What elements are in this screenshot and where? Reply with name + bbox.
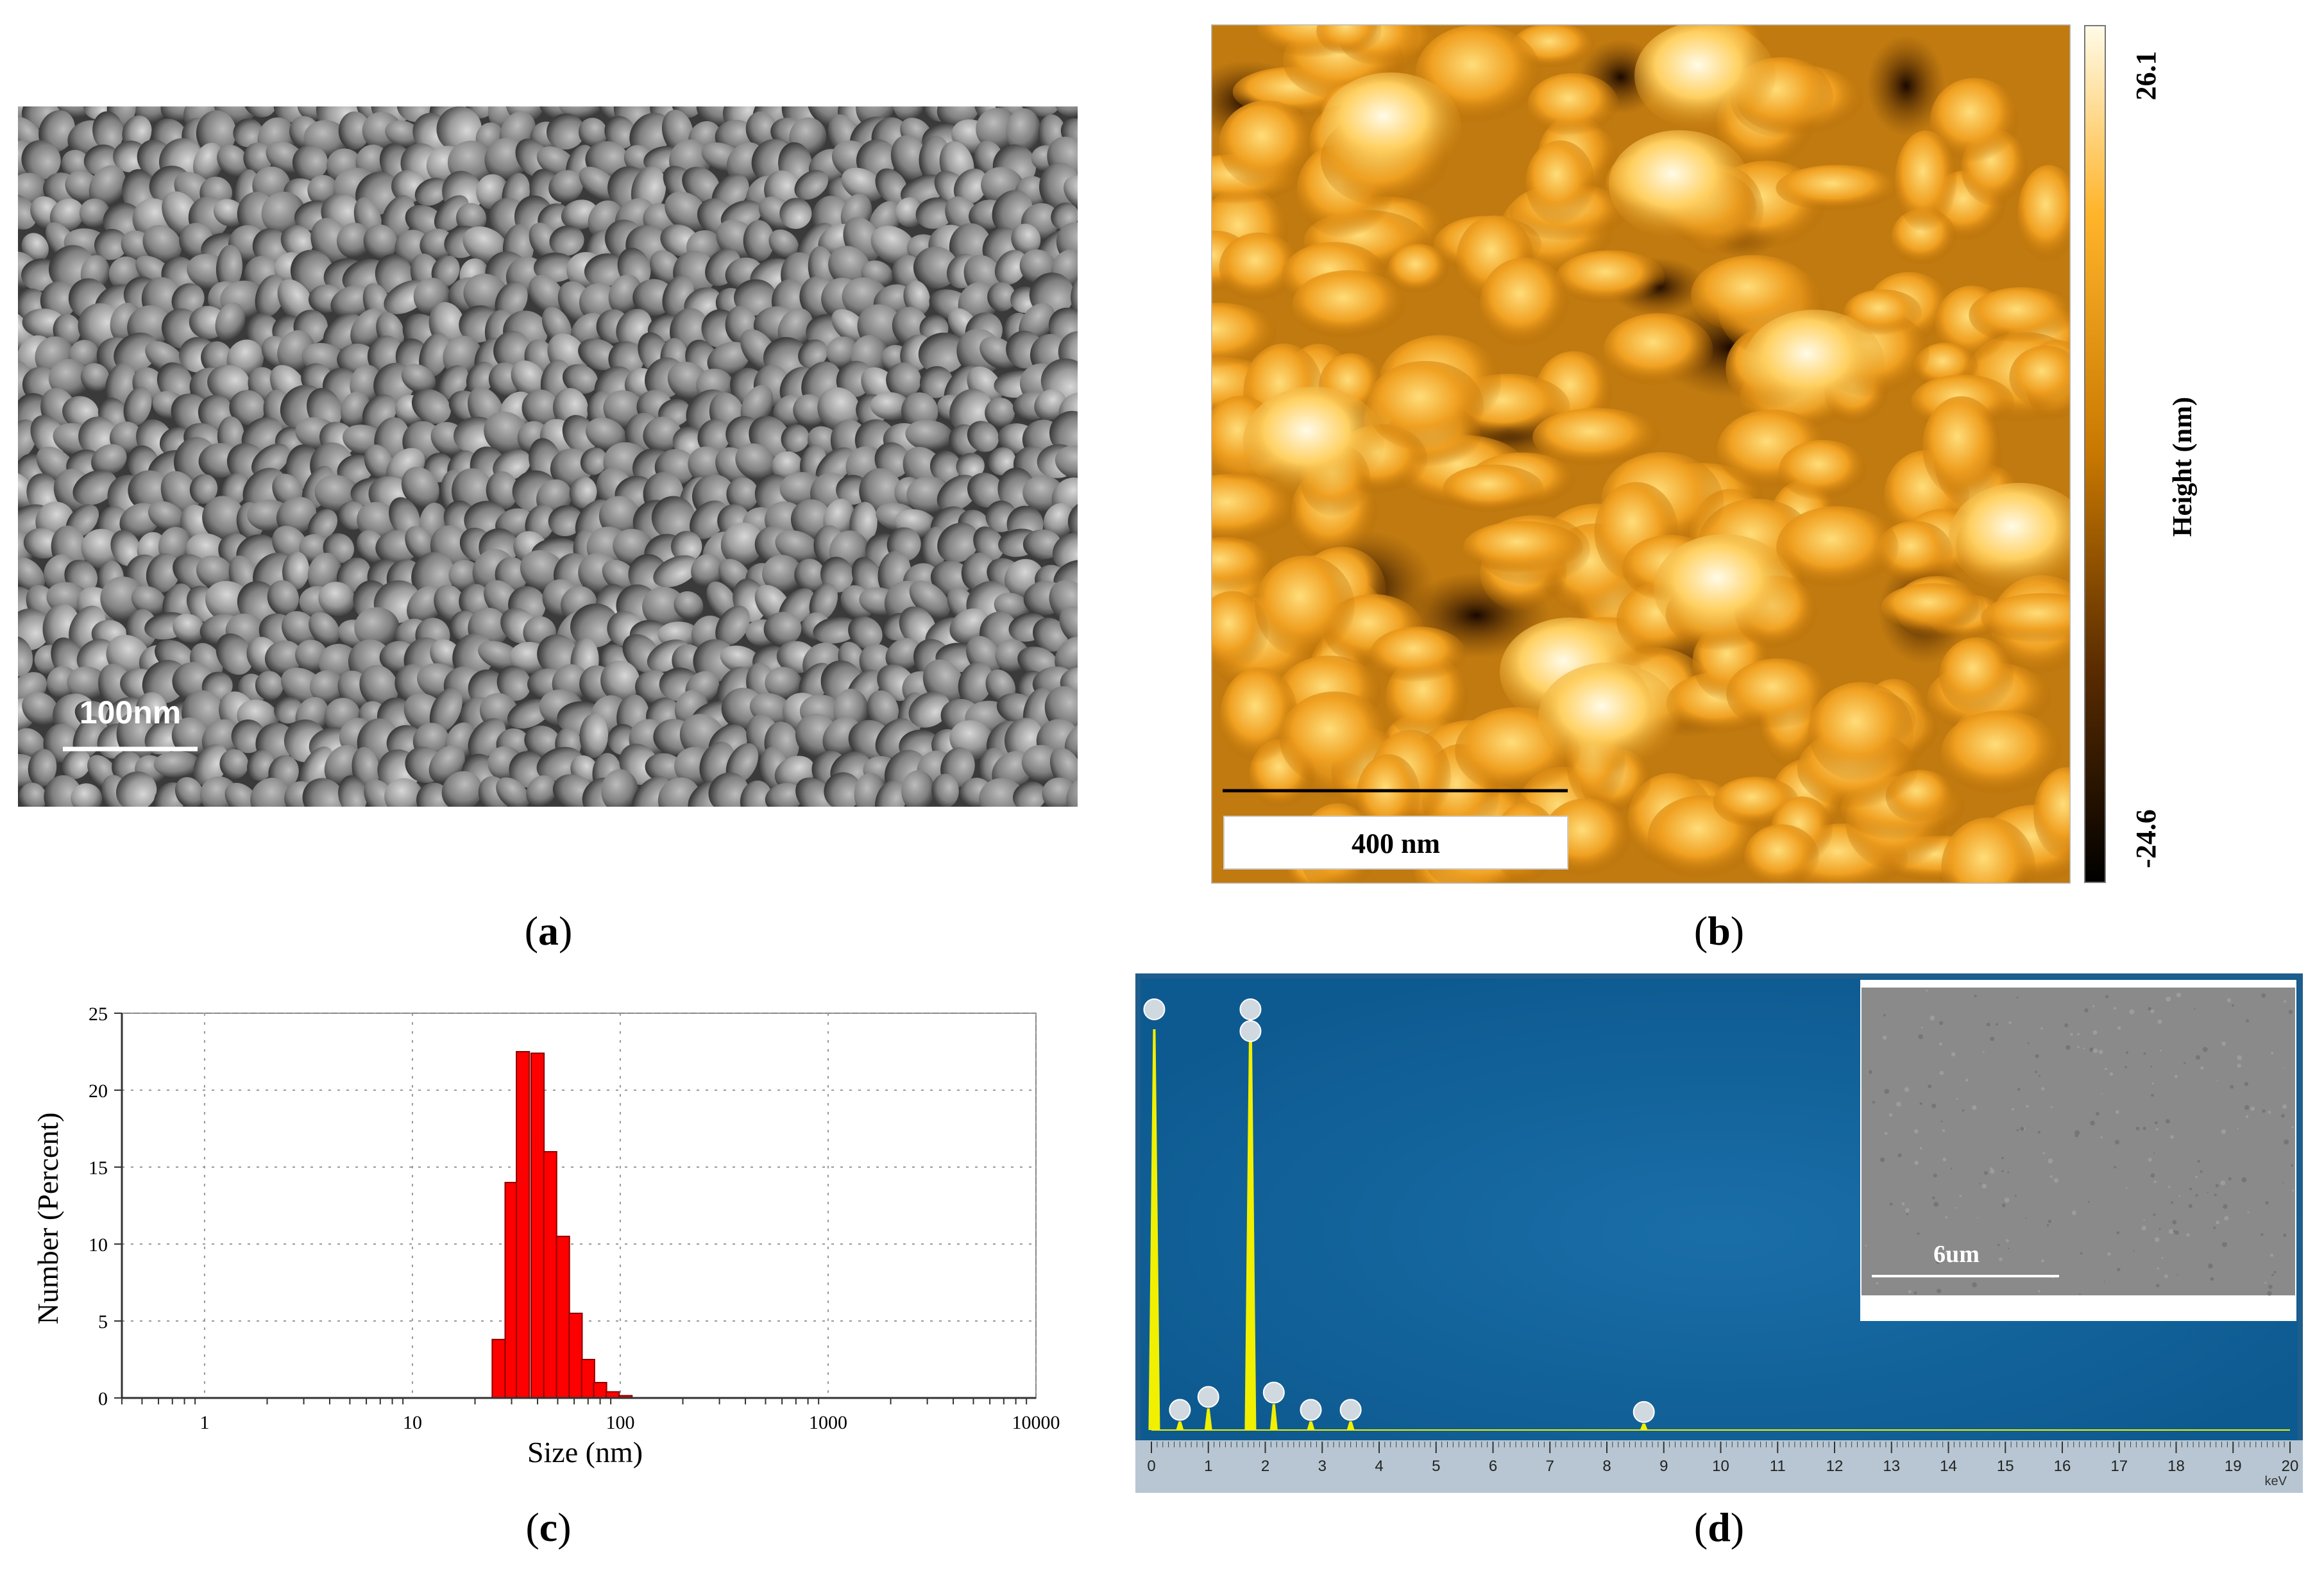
peak-marker [1239,1020,1262,1042]
histogram-bar [581,1359,595,1399]
energy-tick-label: 10 [1712,1458,1729,1475]
spectrum-peaks [1143,998,2290,1431]
panel-d-edx-spectrum: 0 1 2 3 4 5 6 7 8 9 10 11 12 13 14 15 16 17 18 19 20 keV 6um [1135,973,2303,1493]
histogram-bar [543,1151,557,1399]
energy-tick-label: 20 [2282,1458,2299,1475]
energy-tick-label: 1 [1204,1458,1212,1475]
energy-tick-label: 18 [2167,1458,2185,1475]
peak-marker [1143,998,1166,1020]
energy-tick-label: 9 [1659,1458,1668,1475]
peak-marker [1239,998,1262,1020]
histogram-bar [516,1051,530,1399]
peak-marker [1262,1381,1285,1404]
y-tick-label: 15 [89,1157,108,1179]
energy-tick-label: 4 [1375,1458,1383,1475]
x-axis-label: Size (nm) [527,1436,643,1468]
caption-a: (a) [524,908,573,954]
peak-marker [1169,1399,1191,1421]
energy-tick-label: 2 [1261,1458,1269,1475]
histogram-bar [530,1052,545,1399]
afm-colorbar: 26.1 -24.6 Height (nm) [2083,24,2314,884]
energy-tick-label: 7 [1546,1458,1554,1475]
spectrum-peak [1640,1423,1648,1430]
spectrum-peak [1244,1007,1257,1430]
sem-grains [0,78,1107,823]
energy-tick-label: 19 [2225,1458,2242,1475]
edx-spectrum: 0 1 2 3 4 5 6 7 8 9 10 11 12 13 14 15 16 17 18 19 20 keV 6um [1135,973,2303,1493]
x-tick-label: 1000 [809,1412,847,1433]
energy-tick-label: 3 [1318,1458,1327,1475]
spectrum-peak [1269,1404,1278,1430]
colorbar-gradient [2084,25,2106,883]
energy-axis: 0 1 2 3 4 5 6 7 8 9 10 11 12 13 14 15 16 17 18 19 20 [1147,1442,2298,1475]
energy-tick-label: 5 [1432,1458,1440,1475]
energy-tick-label: 16 [2054,1458,2071,1475]
energy-tick-label: 0 [1147,1458,1155,1475]
afm-topography: 400 nm [1152,0,2106,919]
axis-strip [1135,1440,2303,1493]
y-tick-label: 20 [89,1081,108,1102]
panel-b-afm-image: 400 nm [1152,0,2106,919]
afm-scale-box [1223,816,1568,870]
inset-scale-label: 6um [1933,1241,1980,1268]
colorbar-title: Height (nm) [2168,397,2198,537]
x-tick-label: 10000 [1012,1412,1060,1433]
size-histogram: 1 10 100 1000 10000 0 5 10 15 20 25 Size (nm) Numb… [31,1004,1060,1468]
histogram-bar [593,1382,607,1399]
peak-marker [1300,1399,1322,1421]
y-tick-label: 0 [98,1388,108,1409]
peak-marker [1339,1399,1362,1421]
y-tick-label: 25 [89,1004,108,1025]
bars [491,1051,633,1399]
energy-tick-label: 6 [1489,1458,1497,1475]
energy-tick-label: 17 [2110,1458,2128,1475]
energy-tick-label: 15 [1997,1458,2014,1475]
panel-a-sem-image: 100nm [0,78,1107,823]
afm-scale-label: 400 nm [1352,828,1440,859]
x-tick-label: 10 [403,1412,422,1433]
energy-tick-label: 13 [1883,1458,1900,1475]
peak-marker [1633,1401,1655,1423]
y-tick-label: 10 [89,1234,108,1256]
colorbar-max-label: 26.1 [2130,51,2162,101]
energy-tick-label: 8 [1602,1458,1611,1475]
axis-unit: keV [2265,1474,2287,1488]
spectrum-peak [1148,1029,1160,1430]
y-axis-label: Number (Percent) [31,1113,64,1325]
caption-b: (b) [1693,908,1745,954]
histogram-bar [491,1338,506,1399]
energy-tick-label: 11 [1770,1458,1786,1475]
colorbar-min-label: -24.6 [2130,809,2162,868]
energy-tick-label: 14 [1940,1458,1957,1475]
y-tick-label: 5 [98,1311,108,1333]
sem-micrograph: 100nm [0,78,1107,823]
panel-c-size-distribution: 1 10 100 1000 10000 0 5 10 15 20 25 Size (nm) Numb… [26,988,1078,1488]
sem-scale-label: 100nm [80,694,181,730]
peak-marker [1197,1386,1219,1408]
x-tick-label: 1 [199,1412,209,1433]
caption-d: (d) [1693,1504,1745,1550]
histogram-bar [556,1236,570,1399]
axes: 1 10 100 1000 10000 0 5 10 15 20 25 [89,1004,1060,1433]
inset-sem: 6um [1860,980,2296,1321]
afm-features [1152,0,2106,919]
energy-tick-label: 12 [1826,1458,1844,1475]
caption-c: (c) [525,1504,572,1550]
histogram-bar [568,1313,583,1399]
spectrum-peak [1204,1408,1212,1430]
x-tick-label: 100 [606,1412,634,1433]
